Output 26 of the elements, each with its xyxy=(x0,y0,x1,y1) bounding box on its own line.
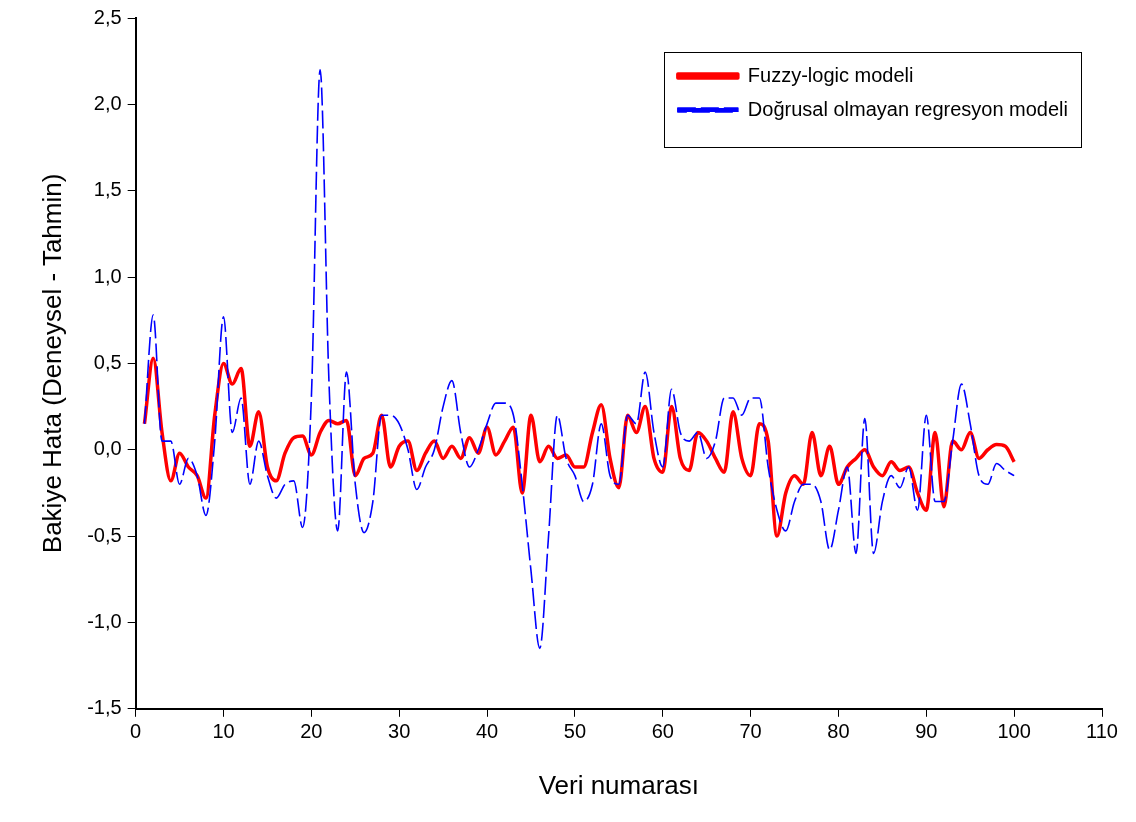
x-tick-label: 20 xyxy=(300,720,323,743)
x-tick-label: 0 xyxy=(130,720,142,743)
y-tick-label: -1,5 xyxy=(87,696,122,719)
legend-label: Fuzzy-logic modeli xyxy=(747,63,914,86)
line-series xyxy=(142,356,1016,538)
y-tick-label: 1,5 xyxy=(93,178,122,201)
x-axis-title: Veri numarası xyxy=(538,769,700,800)
y-tick-label: 0,5 xyxy=(93,350,122,373)
x-tick-label: 90 xyxy=(915,720,938,743)
x-tick-label: 100 xyxy=(997,720,1031,743)
y-tick-label: 0,0 xyxy=(93,437,122,460)
y-tick-label: 2,5 xyxy=(93,5,122,28)
y-tick-label: -0,5 xyxy=(87,523,122,546)
x-tick-label: 10 xyxy=(212,720,235,743)
x-tick-label: 60 xyxy=(651,720,674,743)
x-tick-label: 70 xyxy=(739,720,762,743)
y-tick-label: -1,0 xyxy=(87,609,122,632)
y-tick-label: 2,0 xyxy=(93,91,122,114)
x-tick-label: 80 xyxy=(827,720,850,743)
x-tick-label: 110 xyxy=(1086,720,1118,743)
y-tick-label: 1,0 xyxy=(93,264,122,287)
x-tick-label: 50 xyxy=(563,720,587,743)
y-axis-title: Bakiye Hata (Deneysel - Tahmin) xyxy=(36,173,67,554)
x-tick-label: 40 xyxy=(475,720,499,743)
x-tick-label: 30 xyxy=(388,720,411,743)
legend-label: Doğrusal olmayan regresyon modeli xyxy=(747,97,1068,120)
